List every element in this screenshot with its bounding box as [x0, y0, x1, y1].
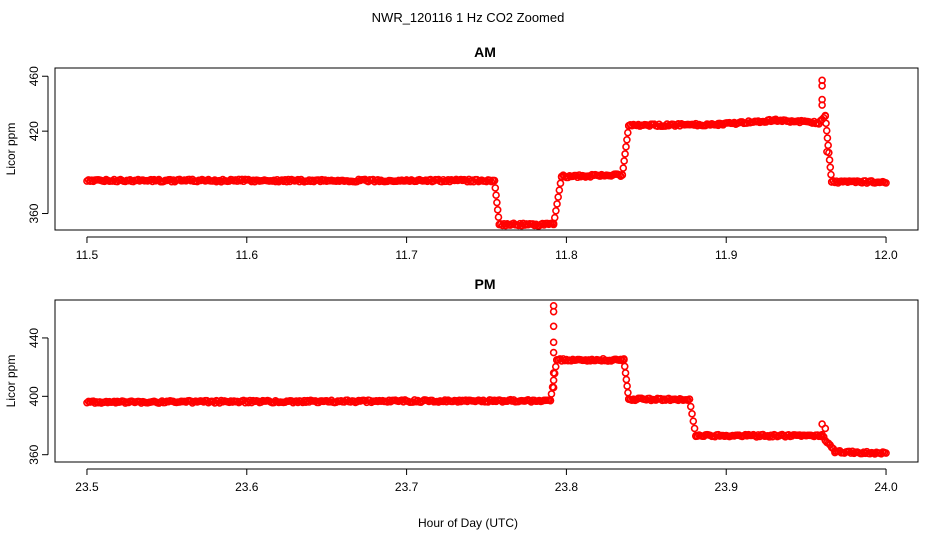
- am-x-axis: 11.5 11.6 11.7 11.8 11.9 12.0: [76, 236, 898, 262]
- y-tick-label: 400: [27, 386, 41, 406]
- data-point: [882, 449, 890, 457]
- pm-y-axis-label: Licor ppm: [4, 355, 18, 408]
- data-point: [621, 369, 630, 377]
- data-point: [619, 164, 628, 172]
- x-tick-label: 23.9: [715, 480, 739, 494]
- data-point: [493, 206, 502, 214]
- x-tick-label: 11.7: [395, 248, 418, 262]
- data-point: [211, 176, 219, 184]
- data-point: [547, 390, 556, 398]
- data-point: [493, 198, 501, 207]
- data-point: [494, 213, 503, 221]
- data-point: [822, 126, 831, 135]
- y-tick-label: 440: [27, 328, 41, 348]
- am-plot-frame: [54, 67, 919, 231]
- data-point: [689, 417, 698, 425]
- data-point: [623, 135, 631, 144]
- data-point: [620, 362, 629, 371]
- x-tick-label: 23.6: [235, 480, 259, 494]
- data-point: [818, 101, 826, 109]
- data-point: [549, 338, 558, 347]
- y-tick-label: 460: [27, 66, 41, 86]
- data-point: [492, 191, 500, 200]
- data-point: [621, 150, 629, 158]
- data-point: [623, 382, 631, 390]
- am-points: [83, 76, 890, 230]
- data-point: [819, 432, 828, 441]
- x-tick-label: 12.0: [874, 248, 898, 262]
- data-point: [688, 410, 696, 418]
- x-tick-label: 11.6: [236, 248, 259, 262]
- data-point: [491, 184, 500, 192]
- data-point: [553, 200, 561, 208]
- data-point: [823, 134, 832, 142]
- data-point: [549, 307, 558, 316]
- data-point: [685, 395, 694, 404]
- data-point: [624, 388, 632, 397]
- data-point: [148, 177, 157, 186]
- data-point: [827, 170, 835, 179]
- data-point: [622, 143, 630, 151]
- data-point: [690, 424, 699, 433]
- x-tick-label: 23.8: [555, 480, 579, 494]
- data-point: [618, 171, 627, 179]
- x-tick-label: 23.7: [395, 480, 419, 494]
- am-panel: AM 11.5 11.6 11.7 11.8 11.9 12.0 360 420 460 Li…: [4, 44, 919, 262]
- y-tick-label: 420: [27, 121, 41, 141]
- y-tick-label: 360: [27, 444, 41, 464]
- am-y-axis-label: Licor ppm: [4, 123, 18, 176]
- data-point: [549, 322, 558, 331]
- data-point: [374, 175, 382, 184]
- pm-x-axis: 23.5 23.6 23.7 23.8 23.9 24.0: [75, 468, 898, 494]
- x-tick-label: 23.5: [75, 480, 99, 494]
- x-tick-label: 24.0: [874, 480, 898, 494]
- data-point: [546, 396, 555, 405]
- data-point: [821, 424, 830, 433]
- data-point: [818, 82, 826, 90]
- data-point: [485, 176, 494, 185]
- data-point: [882, 179, 890, 187]
- data-point: [826, 163, 835, 172]
- data-point: [825, 156, 834, 164]
- data-point: [111, 399, 120, 407]
- data-point: [822, 119, 830, 128]
- pm-panel: PM 23.5 23.6 23.7 23.8 23.9 24.0 360 400 440 Li…: [4, 276, 919, 494]
- data-point: [490, 176, 499, 185]
- data-point: [549, 348, 558, 357]
- x-axis-title: Hour of Day (UTC): [418, 516, 518, 530]
- pm-panel-title: PM: [475, 276, 496, 292]
- data-point: [551, 362, 560, 371]
- x-tick-label: 11.9: [715, 248, 738, 262]
- data-point: [555, 186, 564, 194]
- pm-plot-frame: [54, 299, 919, 463]
- data-point: [620, 157, 628, 165]
- data-point: [549, 376, 558, 385]
- data-point: [622, 375, 631, 384]
- pm-points: [83, 302, 890, 458]
- data-point: [549, 220, 558, 229]
- am-y-axis: 360 420 460: [27, 66, 49, 224]
- am-panel-title: AM: [474, 44, 496, 60]
- pm-y-axis: 360 400 440: [27, 328, 49, 465]
- data-point: [550, 213, 559, 222]
- data-point: [556, 179, 565, 188]
- data-point: [167, 177, 176, 186]
- data-point: [686, 402, 695, 411]
- data-point: [575, 171, 583, 179]
- data-point: [554, 193, 562, 201]
- data-point: [549, 383, 558, 392]
- data-point: [549, 369, 558, 377]
- y-tick-label: 360: [27, 203, 41, 223]
- data-point: [552, 206, 560, 215]
- data-point: [821, 112, 830, 120]
- data-point: [824, 141, 832, 150]
- x-tick-label: 11.8: [555, 248, 578, 262]
- data-point: [624, 128, 632, 137]
- figure-title: NWR_120116 1 Hz CO2 Zoomed: [372, 10, 565, 25]
- x-tick-label: 11.5: [76, 248, 99, 262]
- data-point: [823, 147, 831, 156]
